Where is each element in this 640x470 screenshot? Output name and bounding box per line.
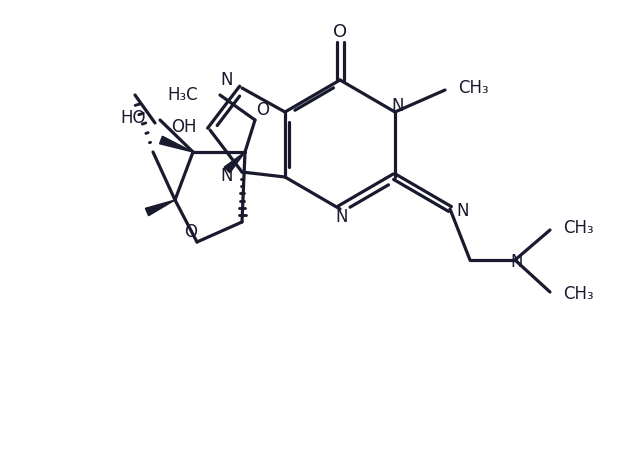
Text: N: N xyxy=(392,97,404,115)
Text: CH₃: CH₃ xyxy=(563,285,593,303)
Text: N: N xyxy=(336,208,348,226)
Text: N: N xyxy=(456,202,468,220)
Polygon shape xyxy=(159,136,193,152)
Text: N: N xyxy=(221,167,233,185)
Text: CH₃: CH₃ xyxy=(563,219,593,237)
Polygon shape xyxy=(145,200,175,216)
Text: N: N xyxy=(511,253,524,271)
Text: OH: OH xyxy=(171,118,196,136)
Text: O: O xyxy=(333,23,347,41)
Text: N: N xyxy=(221,71,233,89)
Polygon shape xyxy=(224,152,245,173)
Text: HO: HO xyxy=(120,109,146,127)
Text: H₃C: H₃C xyxy=(168,86,198,104)
Text: CH₃: CH₃ xyxy=(458,79,488,97)
Text: O: O xyxy=(184,223,198,241)
Text: O: O xyxy=(257,101,269,119)
